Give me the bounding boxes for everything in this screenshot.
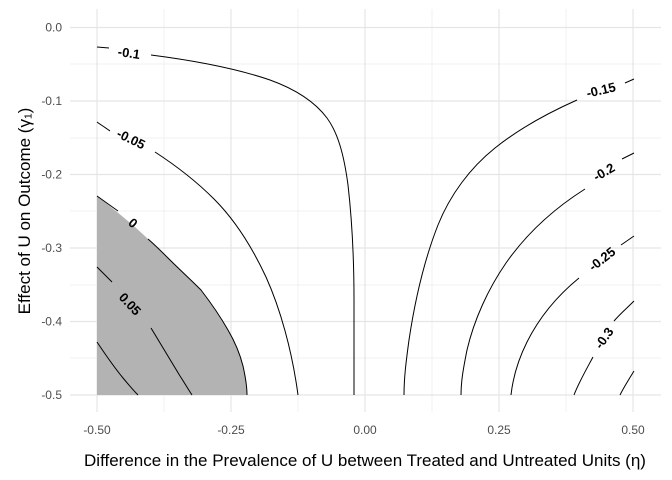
x-tick-label: 0.00 bbox=[353, 423, 377, 437]
contour-path-neg-0-10-a bbox=[96, 46, 110, 49]
contour-path-neg-0-35 bbox=[619, 370, 635, 396]
contour-path-neg-0-15-b bbox=[403, 99, 578, 396]
contour-path-pos-0-05-b bbox=[150, 327, 193, 396]
y-tick-label: -0.4 bbox=[41, 315, 62, 329]
x-tick-label: -0.50 bbox=[83, 423, 111, 437]
contour-path-pos-0-10 bbox=[96, 341, 139, 396]
shaded-region bbox=[97, 196, 247, 395]
contour-path-neg-0-20-b bbox=[460, 188, 586, 396]
x-axis-tick-labels: -0.50 -0.25 0.00 0.25 0.50 bbox=[83, 423, 645, 437]
contour-path-neg-0-25-b bbox=[510, 277, 580, 396]
y-tick-label: -0.1 bbox=[41, 94, 62, 108]
y-axis-tick-labels: 0.0 -0.1 -0.2 -0.3 -0.4 -0.5 bbox=[41, 21, 62, 403]
y-tick-label: -0.2 bbox=[41, 168, 62, 182]
y-tick-label: 0.0 bbox=[45, 21, 62, 35]
contour-path-neg-0-05-b bbox=[154, 151, 299, 396]
contour-path-neg-0-30-b bbox=[573, 356, 594, 396]
contour-lines bbox=[96, 46, 635, 396]
contour-path-pos-0-05-a bbox=[96, 266, 113, 283]
contour-path-neg-0-25-a bbox=[620, 235, 635, 246]
y-axis-title: Effect of U on Outcome (γ₁) bbox=[15, 108, 34, 315]
x-axis-title: Difference in the Prevalence of U betwee… bbox=[84, 451, 646, 470]
contour-path-neg-0-05-a bbox=[96, 121, 111, 132]
contour-path-neg-0-20-a bbox=[621, 152, 635, 160]
contour-path-neg-0-10-b bbox=[150, 54, 355, 395]
x-tick-label: 0.50 bbox=[621, 423, 645, 437]
x-tick-label: 0.25 bbox=[487, 423, 511, 437]
contour-path-neg-0-30-a bbox=[613, 300, 635, 322]
contour-label-neg-0-10: -0.1 bbox=[117, 44, 141, 62]
contour-path-zero-b bbox=[147, 238, 248, 396]
contour-label-neg-0-15: -0.15 bbox=[585, 79, 617, 100]
x-tick-label: -0.25 bbox=[217, 423, 245, 437]
contour-path-neg-0-15-a bbox=[624, 78, 635, 84]
y-tick-label: -0.3 bbox=[41, 241, 62, 255]
contour-path-zero-a bbox=[96, 195, 119, 212]
y-tick-label: -0.5 bbox=[41, 388, 62, 402]
